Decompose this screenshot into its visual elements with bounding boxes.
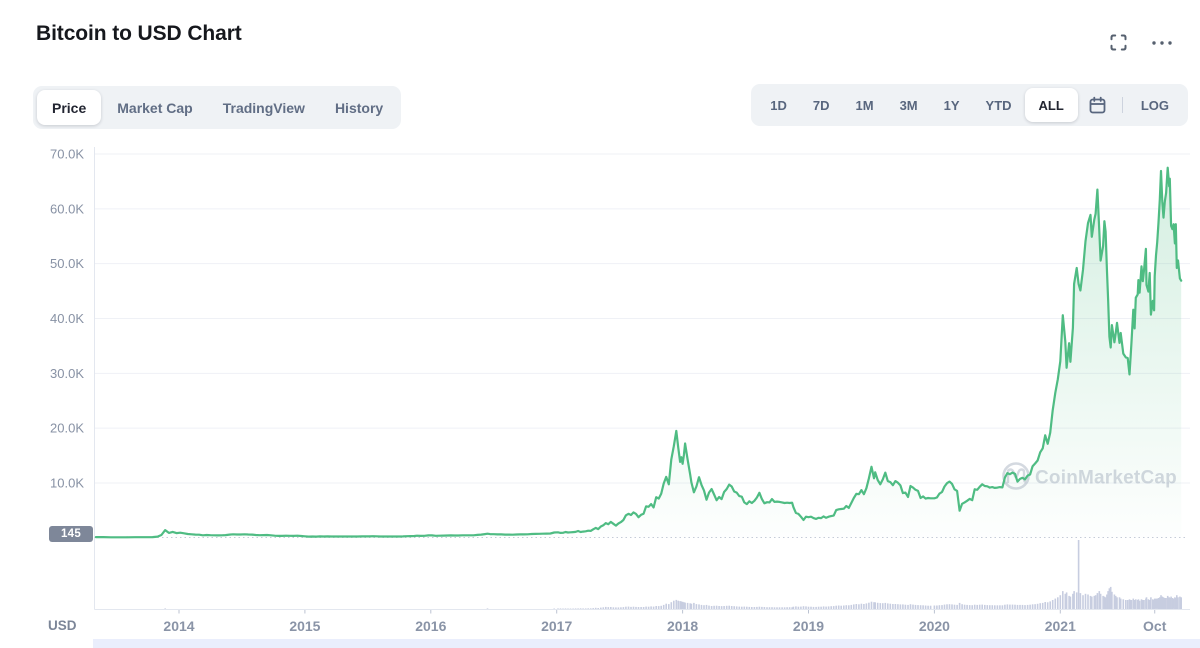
more-options-icon[interactable] xyxy=(1151,40,1173,46)
range-1y[interactable]: 1Y xyxy=(931,88,973,122)
x-tick-label: 2014 xyxy=(163,618,194,634)
chart-type-tabs: Price Market Cap TradingView History xyxy=(33,86,402,129)
y-tick-label: 30.0K xyxy=(50,366,84,381)
price-area-fill xyxy=(95,167,1182,538)
range-toolbar: 1D 7D 1M 3M 1Y YTD ALL LOG xyxy=(751,84,1188,126)
y-tick-label: 50.0K xyxy=(50,256,84,271)
calendar-icon[interactable] xyxy=(1078,88,1117,122)
toolbar-divider xyxy=(1121,97,1123,113)
y-tick-label: 20.0K xyxy=(50,421,84,436)
x-tick-label: Oct xyxy=(1143,618,1167,634)
chart-title: Bitcoin to USD Chart xyxy=(36,22,242,45)
x-tick-label: 2019 xyxy=(793,618,824,634)
range-1m[interactable]: 1M xyxy=(843,88,887,122)
range-1d[interactable]: 1D xyxy=(757,88,800,122)
range-all[interactable]: ALL xyxy=(1024,88,1078,122)
x-tick-label: 2016 xyxy=(415,618,446,634)
tab-tradingview[interactable]: TradingView xyxy=(209,90,319,125)
y-tick-label: 70.0K xyxy=(50,147,84,162)
bottom-section-edge xyxy=(93,639,1200,648)
x-tick-label: 2021 xyxy=(1045,618,1076,634)
header-actions xyxy=(1110,34,1173,51)
fullscreen-icon[interactable] xyxy=(1110,34,1127,51)
range-7d[interactable]: 7D xyxy=(800,88,843,122)
baseline-price-badge: 145 xyxy=(49,526,93,542)
price-line xyxy=(94,166,1183,539)
x-tick-label: 2020 xyxy=(919,618,950,634)
x-tick-label: 2017 xyxy=(541,618,572,634)
y-axis-unit-label: USD xyxy=(48,618,77,633)
log-scale-button[interactable]: LOG xyxy=(1128,98,1182,113)
volume-bars xyxy=(164,540,1182,610)
x-tick-label: 2015 xyxy=(289,618,320,634)
y-tick-label: 40.0K xyxy=(50,311,84,326)
range-3m[interactable]: 3M xyxy=(887,88,931,122)
y-tick-label: 60.0K xyxy=(50,201,84,216)
svg-text:CoinMarketCap: CoinMarketCap xyxy=(1035,468,1177,489)
tab-price[interactable]: Price xyxy=(37,90,102,125)
tab-market-cap[interactable]: Market Cap xyxy=(103,90,206,125)
tab-history[interactable]: History xyxy=(321,90,397,125)
range-ytd[interactable]: YTD xyxy=(973,88,1025,122)
y-tick-label: 10.0K xyxy=(50,475,84,490)
x-tick-label: 2018 xyxy=(667,618,698,634)
